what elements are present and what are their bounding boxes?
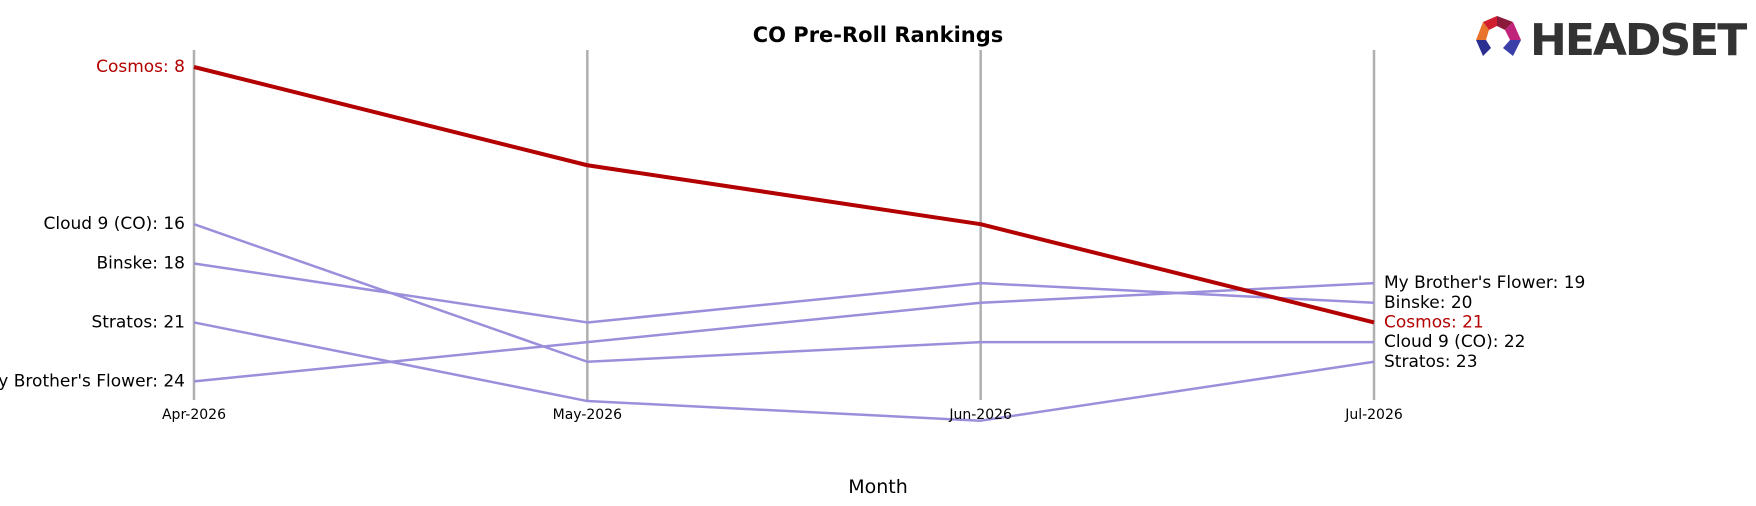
- x-tick-label: Apr-2026: [162, 407, 226, 423]
- series-line-stratos: [193, 321, 1375, 422]
- logo-segment-icon: [1505, 22, 1521, 40]
- end-label: Stratos: 23: [1384, 352, 1478, 372]
- x-tick-label: May-2026: [553, 407, 622, 423]
- logo-segment-icon: [1497, 16, 1513, 30]
- logo-segment-icon: [1483, 16, 1497, 30]
- end-label: Binske: 20: [1384, 293, 1472, 313]
- headset-logo: HEADSET: [1476, 15, 1749, 66]
- end-label: Cloud 9 (CO): 22: [1384, 332, 1525, 352]
- x-axis-label: Month: [848, 476, 908, 498]
- x-tick-labels: Apr-2026 May-2026 Jun-2026 Jul-2026: [162, 407, 1403, 423]
- logo-segment-icon: [1503, 40, 1521, 56]
- start-label: Stratos: 21: [91, 312, 185, 332]
- chart-title: CO Pre-Roll Rankings: [753, 23, 1004, 47]
- logo-segment-icon: [1476, 22, 1489, 40]
- series-lines: [193, 65, 1375, 422]
- x-tick-label: Jun-2026: [948, 407, 1012, 423]
- start-label: My Brother's Flower: 24: [0, 371, 185, 391]
- end-label: Cosmos: 21: [1384, 312, 1484, 332]
- start-labels: Cosmos: 8 Cloud 9 (CO): 16 Binske: 18 Strat…: [0, 57, 185, 391]
- start-label: Cloud 9 (CO): 16: [44, 214, 185, 234]
- x-tick-label: Jul-2026: [1344, 407, 1403, 423]
- logo-text: HEADSET: [1530, 15, 1747, 66]
- gridlines: [192, 50, 1376, 400]
- start-label: Binske: 18: [97, 254, 185, 274]
- logo-segment-icon: [1476, 40, 1491, 56]
- start-label: Cosmos: 8: [96, 57, 185, 77]
- end-label: My Brother's Flower: 19: [1384, 273, 1585, 293]
- series-line-my-brother-s-flower: [193, 281, 1375, 383]
- series-line-cosmos: [193, 65, 1375, 325]
